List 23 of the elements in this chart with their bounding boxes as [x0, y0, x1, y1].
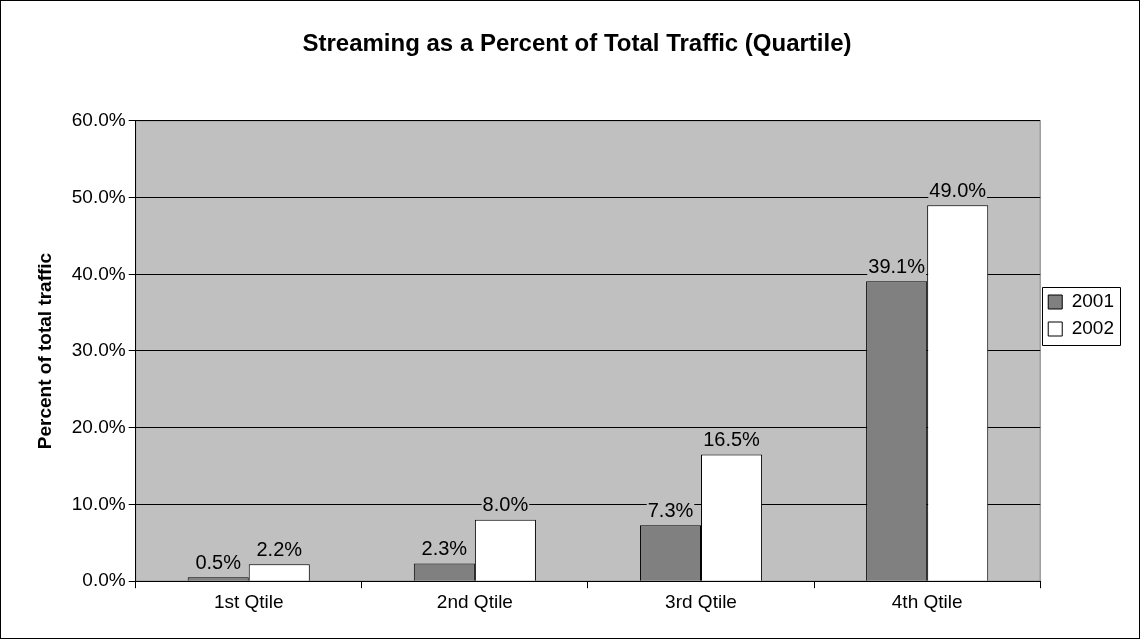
y-axis-title: Percent of total traffic	[33, 252, 55, 450]
y-tick-label: 30.0%	[71, 339, 126, 361]
data-label: 2.2%	[256, 537, 303, 560]
x-tick-label: 4th Qtile	[891, 590, 963, 612]
y-tick-label: 40.0%	[71, 262, 126, 284]
x-tick-label: 3rd Qtile	[665, 590, 737, 612]
legend-label: 2002	[1071, 317, 1115, 339]
chart-title: Streaming as a Percent of Total Traffic (Quartile)	[302, 29, 852, 57]
data-label: 2.3%	[421, 537, 468, 560]
y-tick-label: 10.0%	[71, 492, 126, 514]
data-label: 16.5%	[703, 428, 761, 451]
y-tick-label: 0.0%	[82, 569, 126, 591]
y-tick-label: 20.0%	[71, 415, 126, 437]
data-label: 8.0%	[482, 493, 529, 516]
data-label: 0.5%	[195, 550, 242, 573]
data-label: 7.3%	[647, 498, 694, 521]
x-tick-label: 1st Qtile	[213, 590, 284, 612]
y-tick-label: 60.0%	[71, 109, 126, 131]
legend-label: 2001	[1071, 290, 1115, 312]
x-tick-label: 2nd Qtile	[436, 590, 513, 612]
data-label: 39.1%	[868, 254, 926, 277]
data-label: 49.0%	[929, 178, 987, 201]
y-tick-label: 50.0%	[71, 185, 126, 207]
